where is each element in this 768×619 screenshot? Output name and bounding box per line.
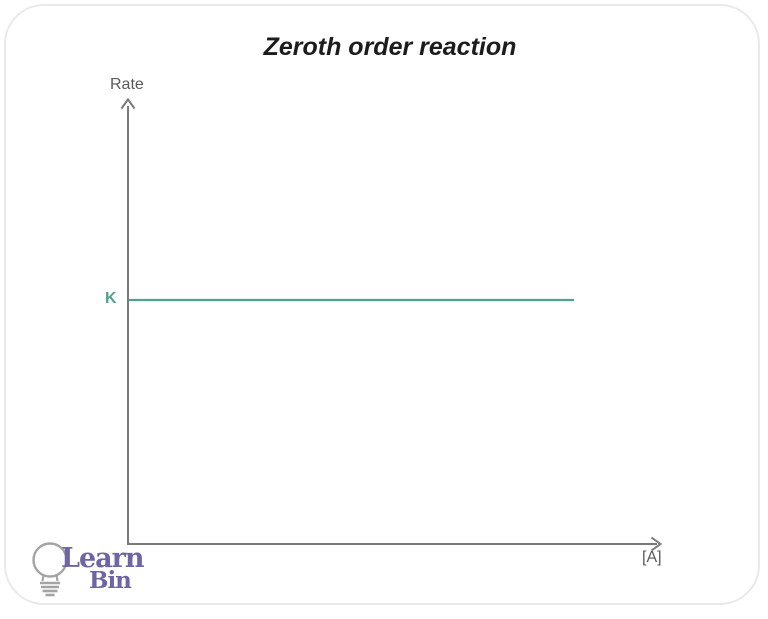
chart-card: Zeroth order reaction Rate [A] K Learn B… [4, 4, 760, 605]
lightbulb-icon [32, 542, 68, 597]
x-axis-arrow-icon [650, 536, 663, 552]
rate-constant-k-label: K [105, 290, 117, 307]
chart-canvas [120, 97, 663, 552]
y-axis-arrow-icon [120, 97, 136, 110]
logo-text-learn: Learn [61, 543, 145, 574]
learnbin-logo: Learn Bin [30, 533, 160, 603]
x-axis-label: [A] [642, 549, 662, 566]
y-axis-label: Rate [110, 76, 144, 93]
logo-text-bin: Bin [89, 567, 132, 594]
chart-title: Zeroth order reaction [263, 33, 517, 61]
